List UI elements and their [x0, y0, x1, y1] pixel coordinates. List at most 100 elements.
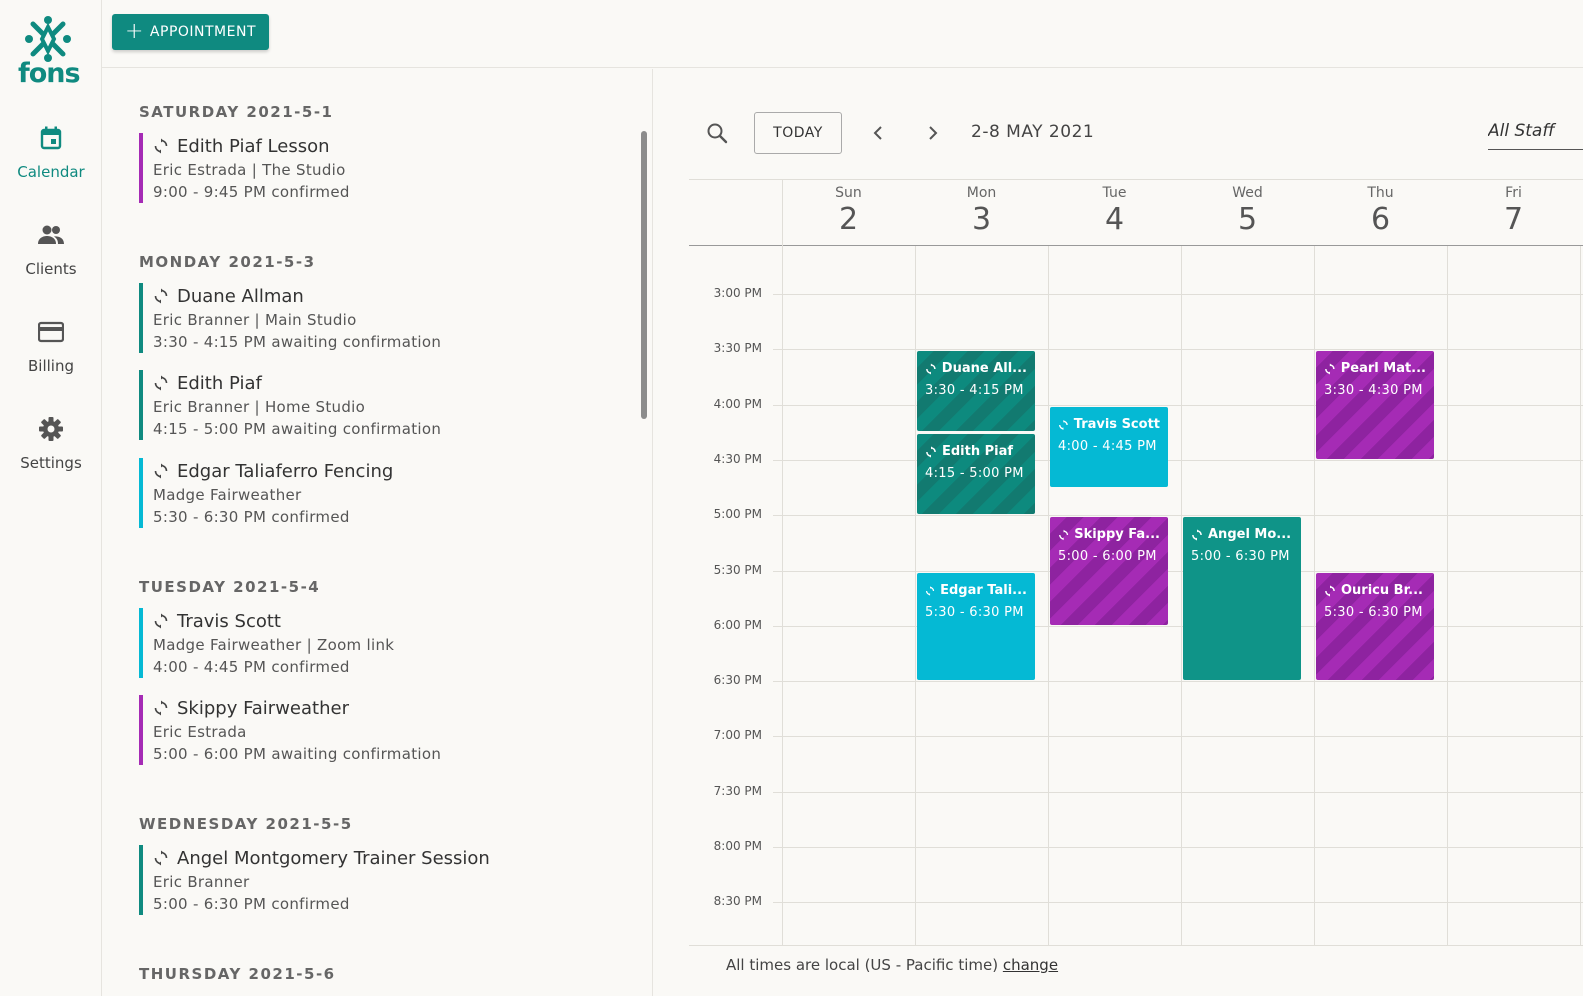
grid-column-divider	[1580, 246, 1581, 945]
nav-settings[interactable]: Settings	[0, 416, 102, 472]
day-column-name: Thu	[1367, 185, 1394, 201]
time-label: 5:00 PM	[713, 507, 762, 522]
nav-clients-label: Clients	[25, 260, 77, 278]
event-time: 3:30 - 4:30 PM	[1324, 383, 1423, 399]
day-header: MONDAY 2021-5-3	[139, 253, 316, 271]
agenda-item-title: Duane Allman	[177, 285, 304, 307]
event-time: 5:00 - 6:00 PM	[1058, 549, 1157, 565]
grid-hour-line	[773, 625, 1583, 627]
agenda-item[interactable]: Travis Scott Madge Fairweather | Zoom li…	[139, 608, 619, 678]
prev-week-button[interactable]	[866, 121, 890, 145]
calendar-event[interactable]: Edith Piaf 4:15 - 5:00 PM	[917, 434, 1035, 515]
day-column-number[interactable]: 7	[1503, 202, 1524, 237]
calendar-event[interactable]: Travis Scott 4:00 - 4:45 PM	[1050, 406, 1168, 487]
event-title: Angel Mo...	[1191, 524, 1293, 546]
sidebar: fons Calendar Clients Billing	[0, 0, 102, 996]
color-bar	[139, 608, 143, 678]
calendar-event[interactable]: Edgar Tali... 5:30 - 6:30 PM	[917, 572, 1035, 681]
color-bar	[139, 370, 143, 440]
recurring-icon	[154, 850, 168, 866]
day-column-name: Fri	[1505, 185, 1522, 201]
next-week-button[interactable]	[921, 121, 945, 145]
fons-logo[interactable]: fons	[18, 14, 81, 89]
calendar-event[interactable]: Duane All... 3:30 - 4:15 PM	[917, 351, 1035, 432]
add-appointment-button[interactable]: + APPOINTMENT	[112, 14, 269, 50]
agenda-item-title: Angel Montgomery Trainer Session	[177, 847, 490, 869]
agenda-item-time: 5:00 - 6:30 PM confirmed	[153, 895, 350, 913]
nav-calendar-label: Calendar	[17, 163, 85, 181]
nav-calendar[interactable]: Calendar	[0, 125, 102, 181]
time-label: 4:00 PM	[713, 396, 762, 411]
agenda-item[interactable]: Angel Montgomery Trainer Session Eric Br…	[139, 845, 619, 915]
day-header: SATURDAY 2021-5-1	[139, 103, 334, 121]
agenda-item-time: 5:00 - 6:00 PM awaiting confirmation	[153, 745, 442, 763]
time-label: 4:30 PM	[713, 451, 762, 466]
agenda-item-staff: Eric Branner | Main Studio	[153, 311, 357, 329]
gear-icon	[39, 417, 63, 441]
grid-hour-line	[773, 349, 1583, 351]
grid-column-divider	[1181, 246, 1182, 945]
grid-hour-line	[773, 847, 1583, 848]
agenda-item-staff: Eric Branner | Home Studio	[153, 398, 366, 416]
day-column-name: Mon	[966, 185, 997, 201]
grid-column-divider	[915, 246, 916, 945]
calendar-event[interactable]: Pearl Mat... 3:30 - 4:30 PM	[1316, 351, 1434, 459]
recurring-icon	[926, 363, 936, 375]
grid-column-divider	[782, 179, 783, 945]
nav-billing[interactable]: Billing	[0, 319, 102, 375]
event-title-text: Angel Mo...	[1208, 527, 1292, 543]
chevron-left-icon	[873, 126, 882, 140]
logo-text: fons	[18, 58, 81, 89]
calendar-event[interactable]: Angel Mo... 5:00 - 6:30 PM	[1183, 517, 1301, 681]
recurring-icon	[154, 463, 168, 479]
calendar-event[interactable]: Ouricu Br... 5:30 - 6:30 PM	[1316, 572, 1434, 681]
event-title: Duane All...	[925, 358, 1027, 380]
time-label: 7:30 PM	[713, 783, 762, 798]
day-column-number[interactable]: 6	[1370, 202, 1391, 237]
calendar-grid[interactable]: Sun 2 Mon 3 Tue 4 Wed 5 Thu 6 Fri 7 3:00 PM 3:30 PM 4…	[689, 179, 1583, 945]
recurring-icon	[154, 613, 168, 629]
color-bar	[139, 458, 143, 528]
day-column-number[interactable]: 5	[1237, 202, 1258, 237]
search-icon[interactable]	[705, 121, 729, 145]
grid-hour-line	[773, 791, 1583, 793]
nav-clients[interactable]: Clients	[0, 222, 102, 278]
time-label: 6:30 PM	[713, 673, 762, 688]
event-title-text: Edith Piaf	[942, 444, 1014, 460]
recurring-icon	[154, 138, 168, 154]
staff-filter-select[interactable]: All Staff	[1488, 121, 1583, 150]
calendar-event[interactable]: Skippy Fa... 5:00 - 6:00 PM	[1050, 517, 1168, 625]
recurring-icon	[1059, 419, 1068, 430]
plus-icon: +	[124, 19, 144, 44]
grid-hour-line	[773, 681, 1583, 683]
grid-hour-line	[773, 736, 1583, 738]
time-label: 3:30 PM	[713, 341, 762, 356]
timezone-note: All times are local (US - Pacific time) …	[726, 956, 1058, 974]
agenda-item[interactable]: Duane Allman Eric Branner | Main Studio …	[139, 283, 619, 353]
agenda-scrollbar[interactable]	[641, 131, 647, 419]
agenda-item-time: 4:15 - 5:00 PM awaiting confirmation	[153, 420, 442, 438]
agenda-item[interactable]: Edgar Taliaferro Fencing Madge Fairweath…	[139, 458, 619, 528]
agenda-item-title: Edith Piaf Lesson	[177, 135, 330, 157]
agenda-item[interactable]: Edith Piaf Eric Branner | Home Studio 4:…	[139, 370, 619, 440]
recurring-icon	[154, 288, 168, 304]
grid-hour-line	[773, 459, 1583, 461]
day-column-number[interactable]: 4	[1104, 202, 1125, 237]
today-button[interactable]: TODAY	[754, 112, 842, 154]
day-header: THURSDAY 2021-5-6	[139, 965, 336, 983]
event-time: 5:00 - 6:30 PM	[1191, 549, 1290, 565]
grid-hour-line	[773, 570, 1583, 572]
agenda-item-time: 4:00 - 4:45 PM confirmed	[153, 658, 350, 676]
recurring-icon	[926, 446, 936, 458]
agenda-list[interactable]: SATURDAY 2021-5-1 Edith Piaf Lesson Eric…	[102, 69, 653, 996]
day-column-number[interactable]: 3	[971, 202, 992, 237]
event-title: Skippy Fa...	[1058, 524, 1160, 546]
nav-settings-label: Settings	[20, 454, 82, 472]
recurring-icon	[1325, 363, 1335, 375]
agenda-item[interactable]: Skippy Fairweather Eric Estrada 5:00 - 6…	[139, 695, 619, 765]
agenda-item-staff: Madge Fairweather | Zoom link	[153, 636, 395, 654]
day-column-number[interactable]: 2	[838, 202, 859, 237]
agenda-item[interactable]: Edith Piaf Lesson Eric Estrada | The Stu…	[139, 133, 619, 203]
agenda-item-staff: Eric Estrada	[153, 723, 247, 741]
change-timezone-link[interactable]: change	[1002, 956, 1059, 974]
